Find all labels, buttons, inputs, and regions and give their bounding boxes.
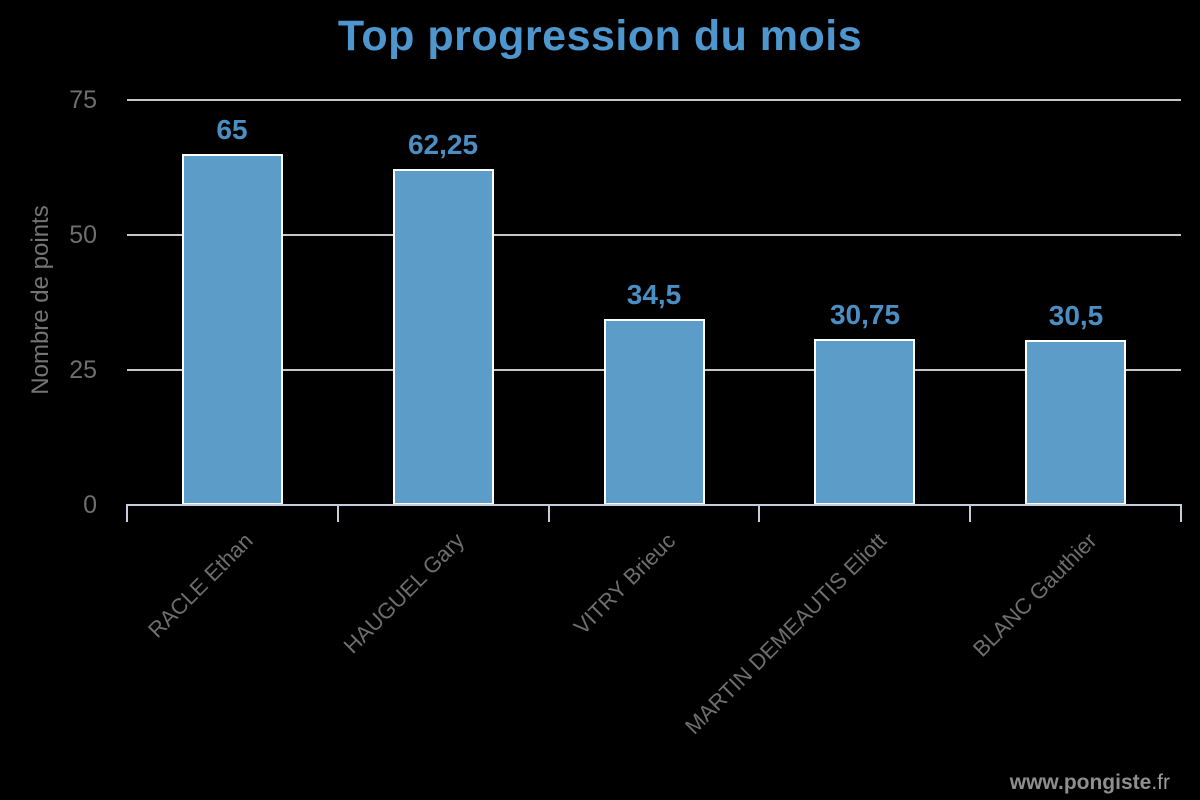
y-axis-tick-label: 0 <box>83 491 97 519</box>
bar-value-label: 34,5 <box>626 279 682 310</box>
watermark: www.pongiste.fr <box>1010 771 1170 795</box>
x-axis-tick-mark <box>337 504 339 522</box>
y-axis-tick-label: 25 <box>69 356 97 384</box>
bar-value-label: 62,25 <box>407 129 479 160</box>
x-category-label: VITRY Brieuc <box>568 528 680 640</box>
watermark-site: www.pongiste <box>1009 771 1152 794</box>
bar-blanc-gauthier[interactable] <box>1025 340 1126 505</box>
x-axis-tick-mark <box>969 504 971 522</box>
watermark-tld: .fr <box>1151 771 1170 794</box>
x-axis-tick-mark <box>1180 504 1182 522</box>
y-axis-tick-label: 50 <box>69 221 97 249</box>
chart-title: Top progression du mois <box>337 12 863 60</box>
y-axis-tick-label: 75 <box>69 86 97 114</box>
bar-martin-demeautis-eliott[interactable] <box>814 339 915 505</box>
bar-value-label: 30,75 <box>829 299 901 330</box>
bar-value-label: 65 <box>216 114 248 145</box>
x-axis-tick-mark <box>758 504 760 522</box>
x-category-label: BLANC Gauthier <box>968 528 1102 662</box>
x-category-label: RACLE Ethan <box>143 528 258 643</box>
bar-racle-ethan[interactable] <box>182 154 283 505</box>
x-category-label: HAUGUEL Gary <box>338 528 469 659</box>
gridline-75 <box>127 99 1181 101</box>
x-axis-tick-mark <box>548 504 550 522</box>
x-axis-line <box>126 504 1182 506</box>
bar-value-label: 30,5 <box>1048 300 1104 331</box>
gridline-50 <box>127 234 1181 236</box>
x-axis-tick-mark <box>126 504 128 522</box>
bar-vitry-brieuc[interactable] <box>604 319 705 505</box>
x-category-label: MARTIN DEMEAUTIS Eliott <box>679 528 891 740</box>
bar-hauguel-gary[interactable] <box>393 169 494 505</box>
